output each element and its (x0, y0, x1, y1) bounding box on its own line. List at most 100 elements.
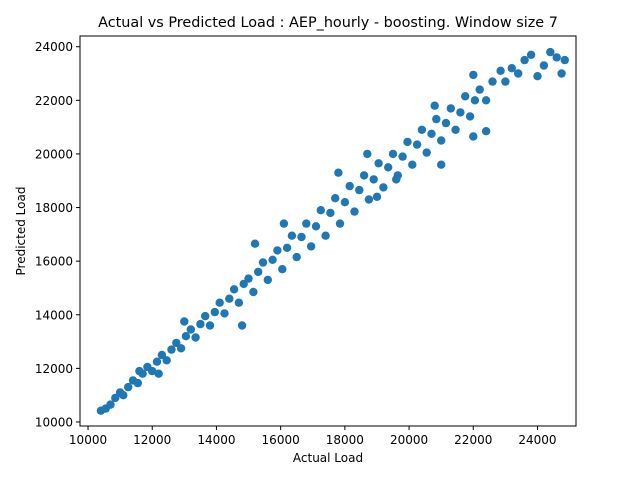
data-point (422, 148, 431, 157)
data-point (172, 338, 181, 348)
data-point (526, 50, 536, 59)
data-point (106, 400, 115, 409)
data-point (437, 160, 446, 169)
data-point (162, 356, 171, 365)
y-tick-label: 16000 (35, 255, 73, 269)
data-point (392, 175, 401, 184)
data-point (355, 185, 364, 195)
data-point (372, 192, 382, 201)
y-tick-label: 20000 (35, 147, 73, 161)
y-tick-label: 24000 (35, 40, 73, 54)
data-point (461, 92, 470, 101)
data-point (258, 258, 268, 267)
data-point (302, 219, 311, 228)
data-point (557, 69, 566, 78)
data-point (369, 175, 378, 184)
data-point (496, 66, 505, 76)
data-point (282, 243, 292, 252)
data-point (408, 160, 417, 169)
data-point (546, 47, 555, 57)
data-point (469, 132, 478, 141)
data-point (379, 183, 388, 192)
data-point (475, 85, 484, 94)
data-point (154, 369, 163, 378)
data-point (186, 325, 195, 334)
data-point (316, 206, 325, 215)
data-point (481, 96, 491, 105)
data-point (225, 294, 234, 303)
data-point (249, 287, 258, 297)
data-point (481, 127, 491, 136)
data-point (181, 332, 191, 341)
data-point (135, 366, 144, 376)
data-point (167, 345, 176, 354)
y-tick-label: 22000 (35, 94, 73, 108)
data-point (520, 55, 529, 65)
x-tick-label: 14000 (197, 433, 235, 447)
y-tick-label: 10000 (35, 415, 73, 429)
data-point (152, 357, 162, 366)
data-point (196, 319, 205, 329)
data-point (427, 129, 436, 138)
y-tick-label: 18000 (35, 201, 73, 215)
data-point (507, 63, 516, 73)
data-point (350, 207, 359, 216)
x-tick-label: 22000 (454, 433, 492, 447)
data-point (263, 275, 272, 285)
data-point (220, 309, 229, 318)
data-point (148, 366, 157, 376)
data-point (205, 321, 215, 330)
plot-background (80, 36, 576, 426)
data-point (244, 274, 253, 283)
data-point (334, 168, 343, 177)
data-point (326, 208, 335, 218)
data-point (501, 77, 510, 86)
data-point (273, 246, 282, 255)
y-tick-label: 14000 (35, 308, 73, 322)
data-point (331, 194, 340, 203)
data-point (417, 125, 427, 134)
data-point (374, 159, 383, 168)
data-point (287, 231, 297, 240)
data-point (451, 125, 460, 134)
data-point (412, 140, 422, 149)
data-point (432, 114, 441, 124)
data-point (446, 104, 455, 113)
data-point (335, 219, 345, 228)
data-point (533, 72, 542, 81)
data-point (552, 53, 561, 62)
data-point (441, 118, 451, 128)
data-point (311, 222, 321, 231)
x-tick-label: 18000 (326, 433, 364, 447)
y-axis-label: Predicted Load (14, 187, 28, 276)
data-point (133, 378, 142, 388)
data-point (437, 136, 446, 145)
x-tick-label: 16000 (262, 433, 300, 447)
data-point (234, 298, 244, 307)
data-point (278, 265, 287, 274)
data-point (514, 69, 523, 78)
data-point (119, 391, 128, 400)
data-point (124, 382, 133, 392)
data-point (430, 101, 439, 110)
data-point (345, 181, 354, 191)
data-point (364, 195, 374, 204)
data-point (176, 344, 186, 353)
chart-title: Actual vs Predicted Load : AEP_hourly - … (98, 15, 558, 31)
data-point (111, 393, 120, 403)
data-point (403, 137, 412, 147)
data-point (180, 317, 189, 326)
data-point (279, 219, 289, 228)
x-axis-ticks: 10000 12000 14000 16000 18000 20000 22000 24000 (69, 426, 557, 447)
data-point (488, 77, 497, 86)
data-points (96, 47, 569, 415)
plot-frame (79, 35, 577, 427)
data-point (359, 171, 369, 180)
data-point (560, 55, 569, 65)
data-point (254, 267, 263, 277)
data-point (215, 298, 224, 307)
x-tick-label: 12000 (133, 433, 171, 447)
data-point (201, 311, 210, 321)
data-point (229, 285, 239, 294)
